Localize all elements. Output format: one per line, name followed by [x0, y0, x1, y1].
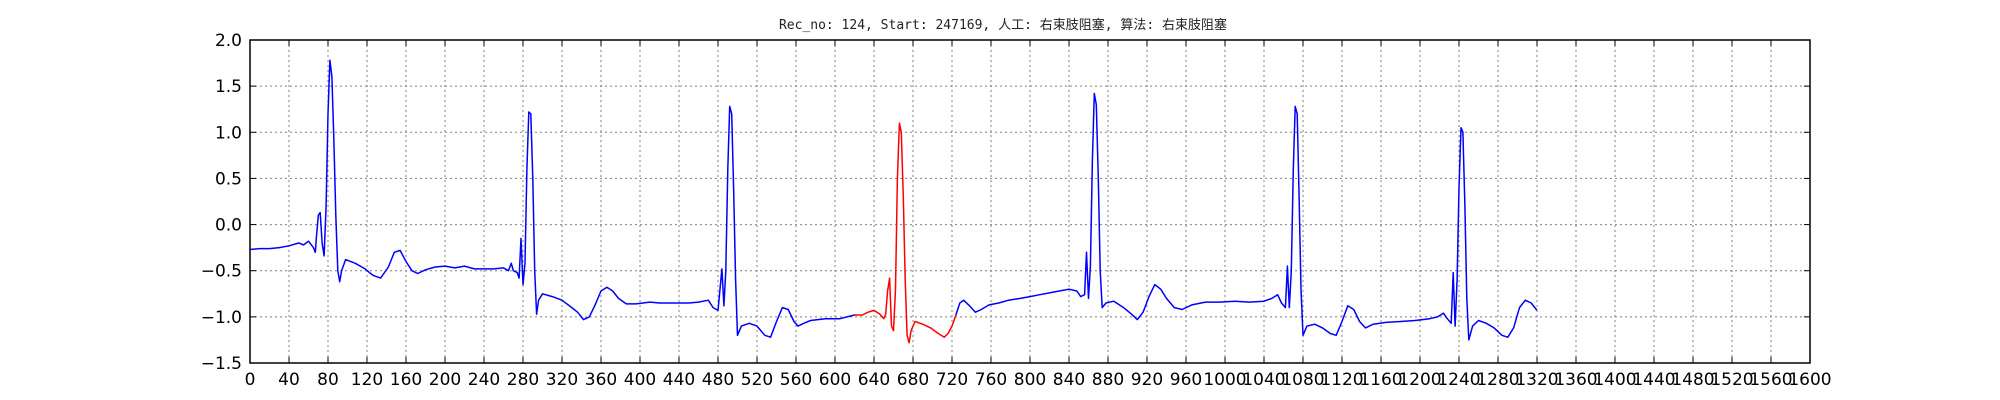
y-tick-label: 0.0 [215, 216, 242, 236]
x-tick-label: 0 [245, 370, 256, 390]
x-tick-label: 480 [702, 370, 734, 390]
y-tick-label: 1.5 [215, 77, 242, 97]
x-tick-label: 240 [468, 370, 500, 390]
grid [250, 40, 1811, 363]
x-tick-label: 760 [975, 370, 1007, 390]
x-tick-label: 80 [317, 370, 339, 390]
x-tick-label: 280 [507, 370, 539, 390]
x-tick-label: 1320 [1515, 370, 1558, 390]
ecg-series-2 [955, 92, 1538, 341]
y-tick-label: −0.5 [201, 262, 242, 282]
x-tick-label: 1120 [1320, 370, 1363, 390]
x-tick-label: 1000 [1203, 370, 1246, 390]
x-tick-label: 320 [546, 370, 578, 390]
x-tick-label: 960 [1170, 370, 1202, 390]
x-tick-label: 840 [1053, 370, 1085, 390]
x-tick-label: 560 [780, 370, 812, 390]
x-tick-label: 200 [429, 370, 461, 390]
x-tick-label: 1040 [1242, 370, 1285, 390]
y-tick-label: 2.0 [215, 31, 242, 51]
y-tick-label: 0.5 [215, 169, 242, 189]
x-tick-label: 520 [741, 370, 773, 390]
x-tick-label: 360 [585, 370, 617, 390]
x-tick-label: 600 [819, 370, 851, 390]
y-tick-label: 1.0 [215, 123, 242, 143]
ecg-series-1 [854, 122, 957, 344]
x-tick-label: 160 [390, 370, 422, 390]
x-tick-label: 640 [858, 370, 890, 390]
x-tick-label: 1160 [1359, 370, 1402, 390]
x-tick-label: 1480 [1671, 370, 1714, 390]
x-tick-label: 1360 [1554, 370, 1597, 390]
x-tick-label: 1280 [1476, 370, 1519, 390]
x-tick-label: 1240 [1437, 370, 1480, 390]
series-lines [249, 59, 1538, 344]
x-tick-label: 800 [1014, 370, 1046, 390]
x-tick-label: 400 [624, 370, 656, 390]
chart-title: Rec_no: 124, Start: 247169, 人工: 右束肢阻塞, 算… [779, 17, 1227, 33]
x-tick-label: 1600 [1788, 370, 1831, 390]
y-axis-ticks: 2.0 1.5 1.0 0.5 0.0 −0.5 −1.0 −1.5 [201, 31, 1810, 374]
ecg-series-0 [249, 59, 855, 338]
x-tick-label: 1080 [1281, 370, 1324, 390]
x-axis-ticks: 0 40 80 120 160 200 240 280 320 360 400 440 480 520 56… [245, 40, 1832, 390]
x-tick-label: 1200 [1398, 370, 1441, 390]
x-tick-label: 1520 [1710, 370, 1753, 390]
x-tick-label: 680 [897, 370, 929, 390]
x-tick-label: 40 [278, 370, 300, 390]
x-tick-label: 1400 [1593, 370, 1636, 390]
x-tick-label: 1440 [1632, 370, 1675, 390]
x-tick-label: 120 [351, 370, 383, 390]
x-tick-label: 440 [663, 370, 695, 390]
x-tick-label: 1560 [1749, 370, 1792, 390]
x-tick-label: 920 [1131, 370, 1163, 390]
y-tick-label: −1.0 [201, 308, 242, 328]
x-tick-label: 880 [1092, 370, 1124, 390]
y-tick-label: −1.5 [201, 354, 242, 374]
x-tick-label: 720 [936, 370, 968, 390]
